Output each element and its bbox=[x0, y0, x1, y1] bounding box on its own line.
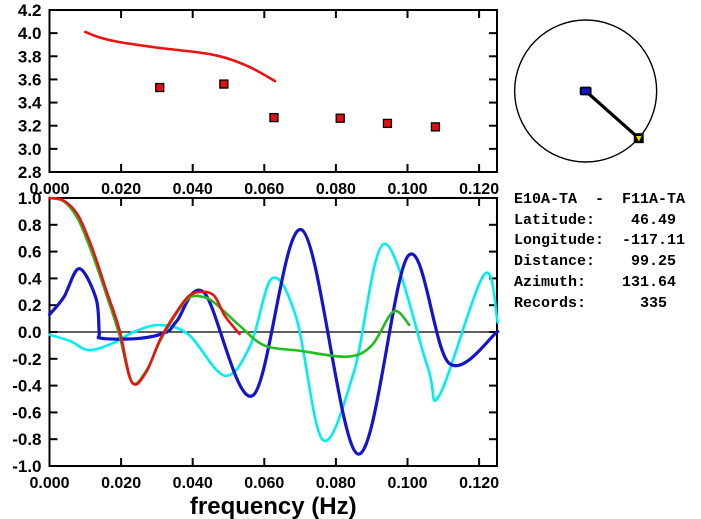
svg-text:0.4: 0.4 bbox=[18, 269, 42, 288]
svg-text:0.000: 0.000 bbox=[29, 475, 69, 492]
svg-text:3.6: 3.6 bbox=[18, 70, 42, 89]
svg-text:0.0: 0.0 bbox=[18, 323, 42, 342]
svg-text:frequency (Hz): frequency (Hz) bbox=[190, 493, 357, 519]
svg-text:0.080: 0.080 bbox=[316, 475, 356, 492]
svg-text:4.2: 4.2 bbox=[18, 1, 42, 20]
svg-text:3.0: 3.0 bbox=[18, 140, 42, 159]
svg-text:0.060: 0.060 bbox=[244, 181, 284, 198]
svg-text:0.040: 0.040 bbox=[173, 475, 213, 492]
svg-text:-0.4: -0.4 bbox=[12, 377, 42, 396]
svg-text:0.120: 0.120 bbox=[459, 475, 499, 492]
svg-text:-0.8: -0.8 bbox=[12, 430, 41, 449]
svg-text:-0.6: -0.6 bbox=[12, 403, 41, 422]
svg-text:0.080: 0.080 bbox=[316, 181, 356, 198]
svg-text:3.4: 3.4 bbox=[18, 94, 42, 113]
svg-text:0.2: 0.2 bbox=[18, 296, 42, 315]
svg-text:0.020: 0.020 bbox=[101, 475, 141, 492]
svg-text:3.8: 3.8 bbox=[18, 47, 42, 66]
svg-text:0.100: 0.100 bbox=[387, 475, 427, 492]
svg-text:2.8: 2.8 bbox=[18, 163, 42, 182]
svg-text:-1.0: -1.0 bbox=[12, 457, 41, 476]
svg-text:0.040: 0.040 bbox=[173, 181, 213, 198]
svg-text:0.120: 0.120 bbox=[459, 181, 499, 198]
svg-text:0.6: 0.6 bbox=[18, 243, 42, 262]
svg-text:1.0: 1.0 bbox=[18, 189, 42, 208]
svg-text:0.060: 0.060 bbox=[244, 475, 284, 492]
svg-text:0.100: 0.100 bbox=[387, 181, 427, 198]
svg-text:-0.2: -0.2 bbox=[12, 350, 41, 369]
svg-text:3.2: 3.2 bbox=[18, 117, 42, 136]
svg-text:4.0: 4.0 bbox=[18, 24, 42, 43]
svg-text:0.8: 0.8 bbox=[18, 216, 42, 235]
svg-text:0.020: 0.020 bbox=[101, 181, 141, 198]
